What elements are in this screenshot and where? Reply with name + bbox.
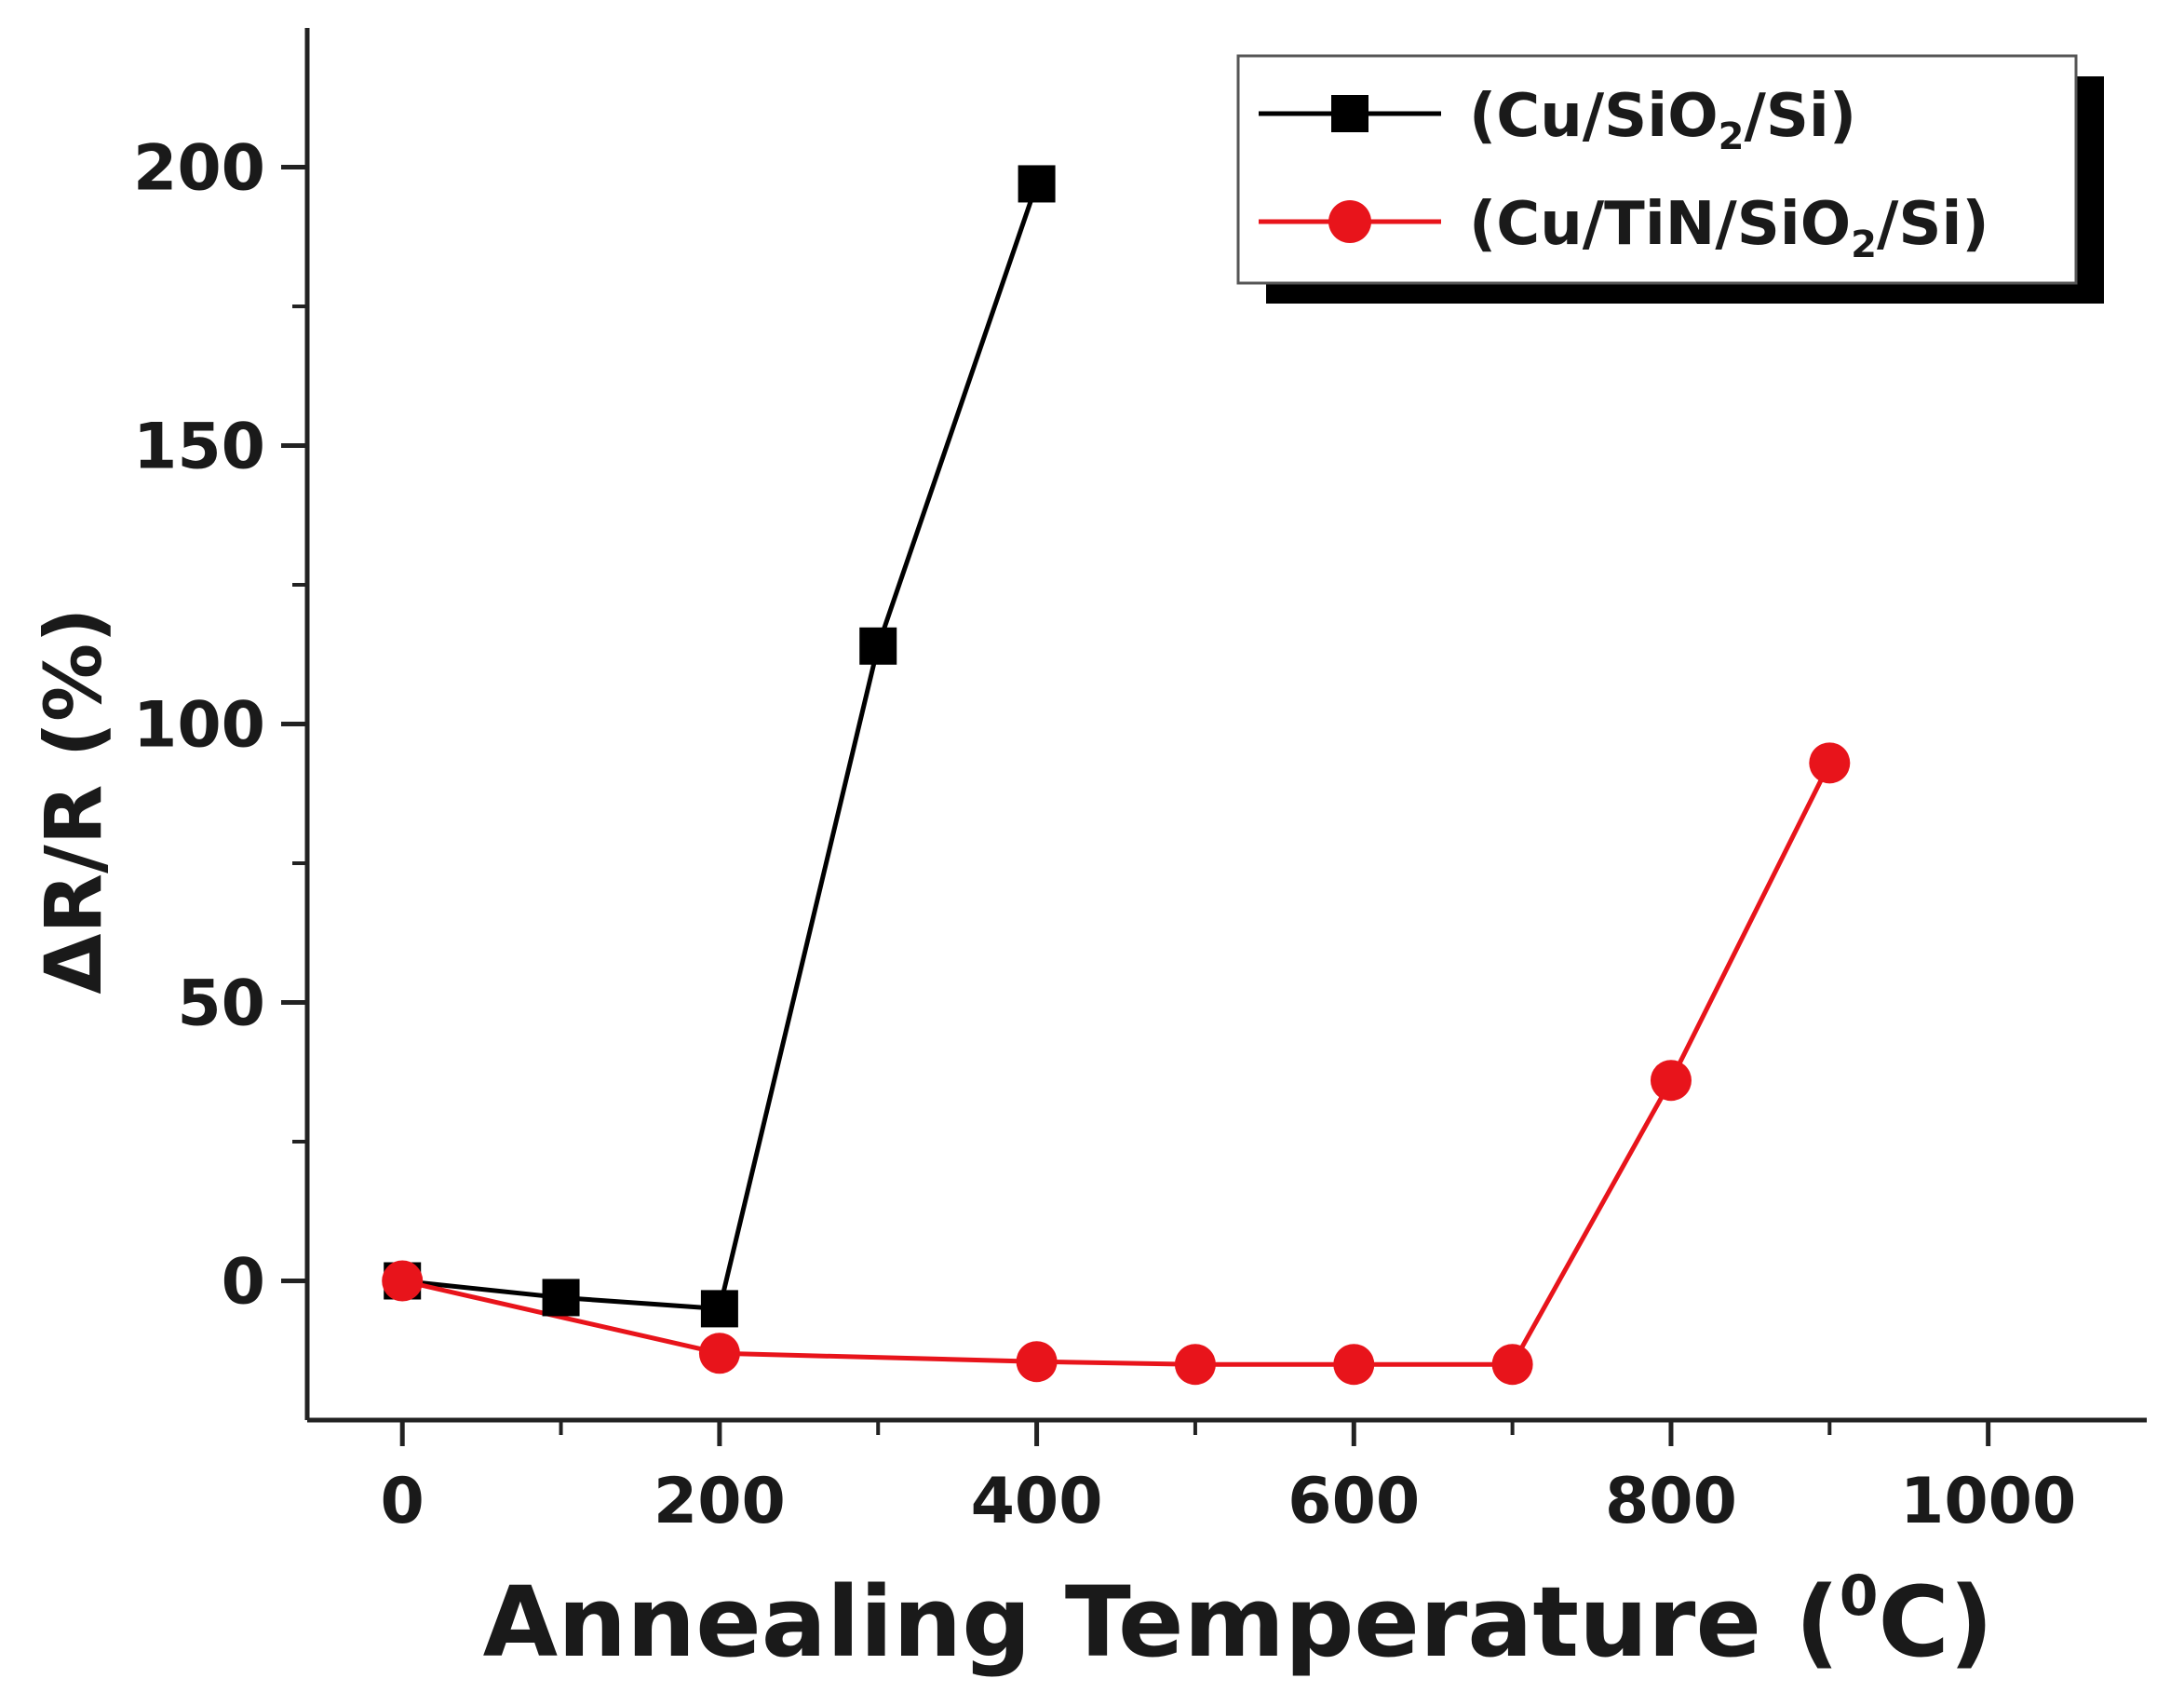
legend-label-series-1-main: (Cu/SiO — [1469, 82, 1719, 151]
x-tick-label: 0 — [381, 1465, 425, 1538]
y-axis-title: ΔR/R (%) — [28, 607, 119, 994]
axis-tick-labels: 0 200 400 600 800 1000 0 50 100 150 200 — [133, 132, 2076, 1539]
series-2-point — [1016, 1341, 1058, 1383]
series-2-point — [1809, 742, 1851, 784]
legend-label-series-1-sub: 2 — [1719, 115, 1745, 158]
legend: (Cu/SiO2/Si) (Cu/TiN/SiO2/Si) — [1236, 54, 2104, 304]
x-axis-title-main: Annealing Temperature ( — [483, 1565, 1840, 1679]
legend-marker-series-1 — [1331, 95, 1368, 132]
series-1-point — [700, 1290, 738, 1328]
y-tick-label: 200 — [133, 132, 265, 206]
series-2-point — [382, 1260, 424, 1302]
legend-label-series-2: (Cu/TiN/SiO2/Si) — [1469, 190, 1989, 266]
legend-label-series-2-sub: 2 — [1851, 223, 1877, 266]
series-2-point — [1491, 1344, 1533, 1386]
series-2-point — [1650, 1060, 1692, 1102]
y-tick-label: 150 — [133, 411, 265, 484]
y-tick-label: 100 — [133, 689, 265, 763]
legend-marker-series-2 — [1328, 200, 1371, 243]
x-tick-label: 200 — [654, 1465, 786, 1538]
legend-label-series-2-main: (Cu/TiN/SiO — [1469, 190, 1851, 259]
series-2-point — [698, 1333, 740, 1374]
x-tick-label: 800 — [1605, 1465, 1737, 1538]
series-1-point — [1018, 165, 1056, 203]
legend-label-series-1: (Cu/SiO2/Si) — [1469, 82, 1856, 158]
x-axis-title-sup: 0 — [1840, 1563, 1879, 1629]
legend-label-series-2-tail: /Si) — [1877, 190, 1989, 259]
series-line-2 — [401, 762, 1832, 1367]
axis-ticks — [281, 165, 1991, 1446]
x-axis-title: Annealing Temperature (0C) — [483, 1563, 1994, 1679]
y-tick-label: 50 — [177, 968, 265, 1041]
legend-box — [1236, 54, 2078, 285]
x-axis-title-tail: C) — [1878, 1565, 1993, 1679]
series-2-point — [1174, 1344, 1216, 1386]
y-tick-label: 0 — [222, 1246, 265, 1320]
series-1-point — [542, 1279, 580, 1317]
series-2-point — [1333, 1344, 1375, 1386]
x-tick-label: 1000 — [1900, 1465, 2076, 1538]
x-tick-label: 400 — [971, 1465, 1103, 1538]
legend-label-series-1-tail: /Si) — [1744, 82, 1856, 151]
x-tick-label: 600 — [1287, 1465, 1420, 1538]
series-1-point — [859, 627, 897, 665]
series-markers — [382, 165, 1851, 1386]
